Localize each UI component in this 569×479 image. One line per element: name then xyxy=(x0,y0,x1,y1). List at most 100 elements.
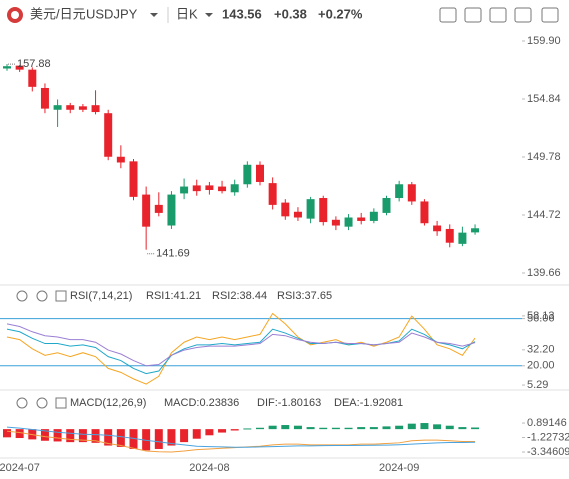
macd-bar xyxy=(471,427,480,430)
legend-entry: DEA:-1.92081 xyxy=(334,397,403,409)
macd-bar xyxy=(243,428,252,430)
y-tick-label: 58.13 xyxy=(527,310,555,322)
y-tick-label: 0.89146 xyxy=(527,417,567,429)
macd-legend: MACD(12,26,9) MACD:0.23836 DIF:-1.80163 … xyxy=(16,397,403,409)
macd-bar xyxy=(382,426,391,430)
candle-body xyxy=(344,217,353,227)
tool-icon[interactable] xyxy=(464,7,482,23)
macd-bar xyxy=(256,427,264,430)
candle-body xyxy=(319,198,328,223)
macd-bar xyxy=(104,429,113,446)
price: 143.56 xyxy=(222,6,262,21)
tool-icon[interactable] xyxy=(489,7,507,23)
legend-value: 37.65 xyxy=(305,290,333,302)
flag-icon-inner xyxy=(11,11,19,19)
candle-body xyxy=(180,186,189,194)
macd-bar xyxy=(40,429,49,441)
y-tick-label: 139.66 xyxy=(527,267,561,279)
tool-icon[interactable] xyxy=(541,7,559,23)
y-tick-label: 159.90 xyxy=(527,35,561,47)
legend-name: MACD xyxy=(164,397,196,409)
indicator-line xyxy=(6,328,476,375)
macd-bar xyxy=(167,429,176,446)
tool-icon[interactable] xyxy=(439,7,457,23)
legend-value: 38.44 xyxy=(240,290,268,302)
macd-bar xyxy=(458,427,467,430)
dropdown-arrow[interactable] xyxy=(205,13,213,17)
candle-body xyxy=(293,211,302,218)
tool-icon[interactable] xyxy=(514,7,532,23)
candle-body xyxy=(458,232,467,244)
candle-body xyxy=(91,105,100,113)
candle-body xyxy=(129,161,138,197)
macd-bar xyxy=(129,429,138,449)
macd-bar xyxy=(116,429,125,447)
y-tick-label: 32.20 xyxy=(527,344,555,356)
legend-entry: RSI1:41.21 xyxy=(146,290,201,302)
macd-bar xyxy=(218,429,227,433)
gear-icon[interactable] xyxy=(36,397,48,409)
macd-bar xyxy=(192,429,201,439)
symbol[interactable]: USDJPY xyxy=(86,6,138,21)
macd-bar xyxy=(66,429,75,443)
y-tick-label: 56.06 xyxy=(527,313,555,325)
macd-bar xyxy=(281,425,290,430)
y-tick-label: 144.72 xyxy=(527,209,561,221)
change-pct: +0.27% xyxy=(318,6,363,21)
candle-body xyxy=(28,69,37,87)
legend-value: -1.92081 xyxy=(360,397,403,409)
macd-bar xyxy=(53,429,62,442)
y-tick-label: 154.84 xyxy=(527,93,561,105)
candle-body xyxy=(268,183,277,205)
annotation: 141.69 xyxy=(156,248,190,260)
legend-name: DIF xyxy=(257,397,275,409)
gear-icon[interactable] xyxy=(36,290,48,302)
macd-bar xyxy=(306,427,315,430)
macd-bar xyxy=(445,425,454,430)
macd-bar xyxy=(91,429,100,443)
macd-bar xyxy=(154,429,163,449)
legend-entry: RSI2:38.44 xyxy=(212,290,267,302)
macd-bar xyxy=(357,427,366,430)
candle-body xyxy=(142,194,151,227)
pair-name: 美元/日元 xyxy=(30,6,86,21)
macd-bar xyxy=(344,427,353,430)
candle-body xyxy=(471,228,480,233)
eye-icon[interactable] xyxy=(16,397,28,409)
macd-bar xyxy=(230,429,239,431)
legend-value: 41.21 xyxy=(174,290,202,302)
indicator-line xyxy=(6,312,476,385)
candle-body xyxy=(306,199,315,219)
y-tick-label: -1.22732 xyxy=(527,431,569,443)
candle-body xyxy=(230,184,239,193)
indicator-line xyxy=(6,430,476,453)
macd-bar xyxy=(407,423,416,430)
macd-bar xyxy=(205,429,214,436)
indicator-line xyxy=(6,426,476,448)
indicator-line xyxy=(6,323,476,367)
legend-name: RSI3 xyxy=(277,290,301,302)
macd-bar xyxy=(433,424,442,430)
candle-body xyxy=(192,185,201,192)
macd-bar xyxy=(369,427,378,430)
candle-body xyxy=(167,194,176,226)
macd-title: MACD(12,26,9) xyxy=(70,397,146,409)
eye-icon[interactable] xyxy=(16,290,28,302)
y-tick-label: -3.34609 xyxy=(527,446,569,458)
period[interactable]: 日K xyxy=(176,6,198,21)
dropdown-arrow[interactable] xyxy=(150,13,158,17)
candle-body xyxy=(445,228,454,243)
legend-entry: DIF:-1.80163 xyxy=(257,397,321,409)
candle-body xyxy=(420,201,429,224)
x-tick-label: 2024-07 xyxy=(0,462,40,474)
candle-body xyxy=(243,164,252,185)
box-icon[interactable] xyxy=(55,397,67,409)
candle-body xyxy=(3,66,11,69)
macd-bar xyxy=(268,425,277,430)
box-icon[interactable] xyxy=(55,290,67,302)
candle-body xyxy=(256,164,264,182)
candle-body xyxy=(395,184,404,199)
candle-body xyxy=(104,113,113,157)
macd-bar xyxy=(331,427,340,430)
candle-body xyxy=(369,211,378,221)
